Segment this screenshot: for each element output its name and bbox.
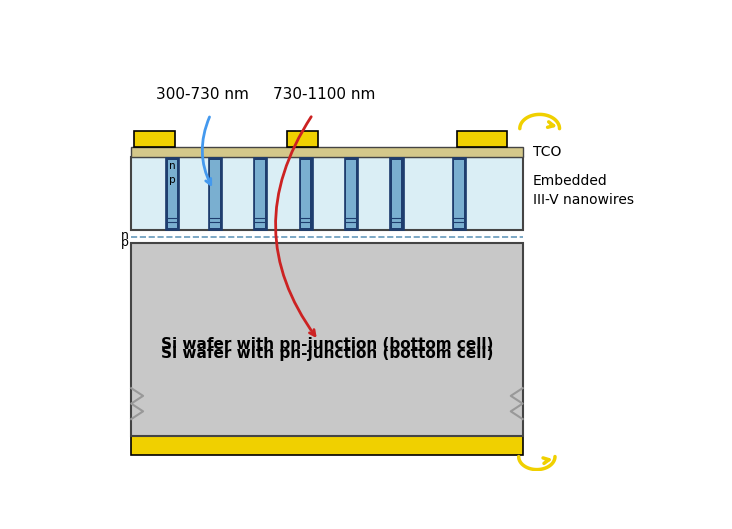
Text: Embedded: Embedded — [533, 175, 608, 188]
Bar — [301, 160, 310, 227]
Bar — [389, 157, 403, 231]
Bar — [452, 157, 466, 231]
Bar — [344, 157, 358, 231]
Text: Si wafer with pn-junction (bottom cell): Si wafer with pn-junction (bottom cell) — [161, 346, 493, 361]
Bar — [346, 160, 356, 227]
Bar — [131, 157, 523, 231]
Bar — [255, 160, 265, 227]
Bar — [208, 157, 222, 231]
Bar — [134, 131, 175, 147]
Text: III-V nanowires: III-V nanowires — [533, 193, 634, 207]
Bar — [131, 436, 523, 454]
Text: p: p — [121, 236, 128, 249]
Text: Si wafer with pn-junction (bottom cell): Si wafer with pn-junction (bottom cell) — [161, 337, 493, 352]
Text: p: p — [169, 175, 176, 185]
Text: n: n — [169, 161, 176, 171]
Bar — [253, 157, 267, 231]
Bar — [454, 160, 463, 227]
Bar — [131, 147, 523, 157]
Bar — [299, 157, 313, 231]
Bar — [165, 157, 179, 231]
Text: 300-730 nm: 300-730 nm — [156, 87, 249, 102]
Bar — [458, 131, 507, 147]
Text: n: n — [121, 229, 128, 242]
Bar — [210, 160, 220, 227]
Bar — [287, 131, 318, 147]
Bar — [392, 160, 401, 227]
Bar — [168, 160, 177, 227]
Bar — [131, 243, 523, 436]
Text: 730-1100 nm: 730-1100 nm — [273, 87, 376, 102]
Text: TCO: TCO — [533, 145, 561, 159]
